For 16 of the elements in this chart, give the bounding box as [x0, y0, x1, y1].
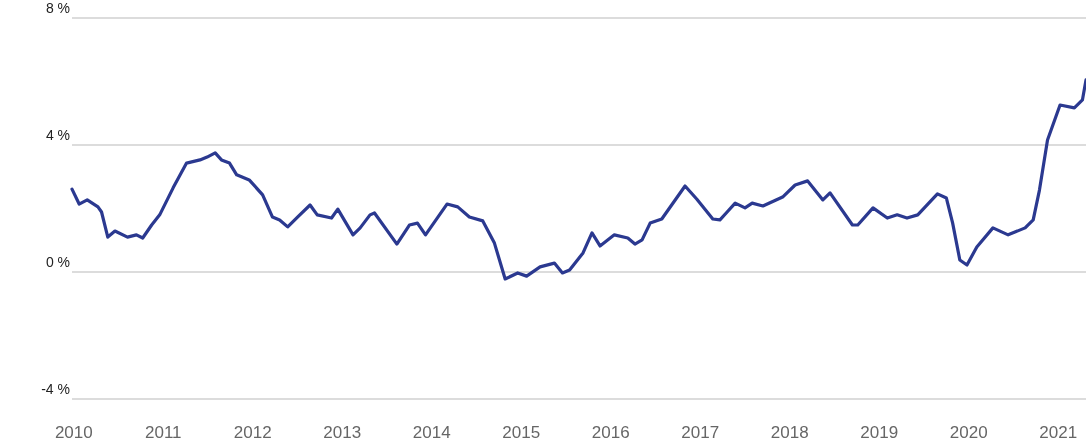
y-tick-label: -4 %	[41, 381, 70, 397]
x-tick-label: 2018	[770, 423, 809, 442]
x-tick-label: 2014	[412, 423, 451, 442]
y-tick-label: 8 %	[45, 0, 70, 16]
x-tick-label: 2021	[1039, 423, 1078, 442]
x-tick-label: 2011	[145, 423, 182, 442]
y-tick-label: 4 %	[45, 127, 70, 143]
x-tick-label: 2010	[54, 423, 93, 442]
x-tick-label: 2015	[502, 423, 541, 442]
x-tick-label: 2013	[323, 423, 362, 442]
x-tick-label: 2020	[949, 423, 988, 442]
x-tick-label: 2016	[591, 423, 630, 442]
y-tick-label: 0 %	[45, 254, 70, 270]
x-tick-label: 2012	[233, 423, 272, 442]
x-tick-label: 2017	[681, 423, 720, 442]
x-tick-label: 2019	[860, 423, 899, 442]
